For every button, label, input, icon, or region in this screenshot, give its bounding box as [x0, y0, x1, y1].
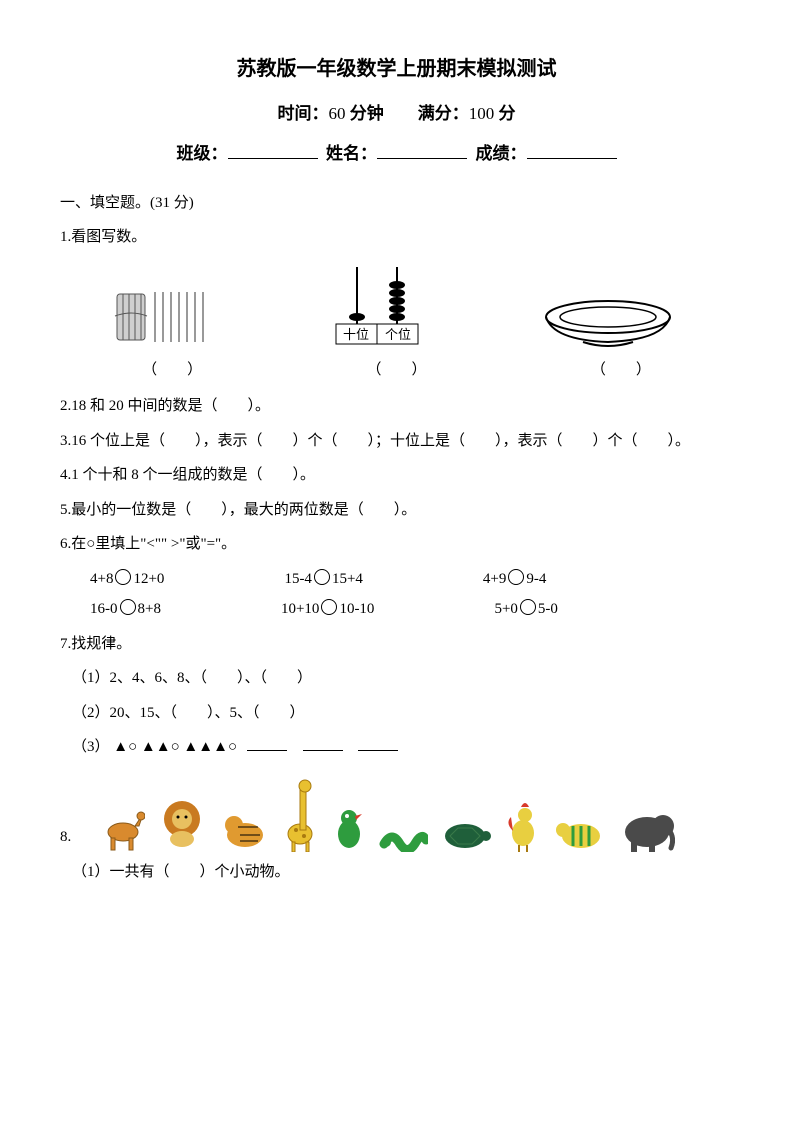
- striped-animal-icon: [553, 810, 605, 852]
- animals-row: [95, 772, 675, 852]
- comp-right: 10-10: [339, 601, 374, 617]
- tiger-icon: [220, 807, 270, 852]
- q6-row-1: 4+8 12+0 15-4 15+4 4+9 9-4: [60, 565, 733, 594]
- q1-images: 十位 个位: [60, 262, 733, 352]
- question-8: 8.: [60, 768, 733, 852]
- time-value: 60: [329, 104, 346, 123]
- paren-blank[interactable]: （ ）: [591, 356, 651, 385]
- exam-title: 苏教版一年级数学上册期末模拟测试: [60, 50, 733, 88]
- elephant-icon: [615, 804, 675, 852]
- class-blank[interactable]: [228, 141, 318, 159]
- name-blank[interactable]: [377, 141, 467, 159]
- sticks-image: [111, 282, 221, 352]
- score-blank[interactable]: [527, 141, 617, 159]
- full-unit: 分: [499, 104, 516, 123]
- exam-subtitle: 时间：60 分钟 满分：100 分: [60, 98, 733, 130]
- comp-left: 15-4: [284, 571, 312, 587]
- time-label: 时间：: [278, 104, 329, 123]
- comp-right: 15+4: [332, 571, 363, 587]
- q1-captions: （ ） （ ） （ ）: [60, 356, 733, 385]
- question-8-1: （1）一共有（ ）个小动物。: [60, 858, 733, 887]
- question-7: 7.找规律。: [60, 630, 733, 659]
- score-label: 成绩：: [476, 144, 527, 163]
- pattern-blank[interactable]: [303, 735, 343, 751]
- comp-left: 4+9: [483, 571, 506, 587]
- paren-blank[interactable]: （ ）: [142, 356, 202, 385]
- comp-item: 5+0 5-0: [494, 595, 557, 624]
- q6-row-2: 16-0 8+8 10+10 10-10 5+0 5-0: [60, 595, 733, 624]
- giraffe-icon: [280, 772, 320, 852]
- comp-right: 5-0: [538, 601, 558, 617]
- abacus-one-label: 个位: [384, 327, 410, 342]
- snake-icon: [378, 812, 428, 852]
- question-2: 2.18 和 20 中间的数是（ ）。: [60, 392, 733, 421]
- comp-left: 5+0: [494, 601, 517, 617]
- question-7-3: （3） ▲○ ▲▲○ ▲▲▲○: [60, 733, 733, 762]
- pattern-shapes: ▲○ ▲▲○ ▲▲▲○: [113, 739, 237, 755]
- paren-blank[interactable]: （ ）: [366, 356, 426, 385]
- full-label: 满分：: [418, 104, 469, 123]
- compare-circle[interactable]: [314, 569, 330, 585]
- compare-circle[interactable]: [120, 599, 136, 615]
- compare-circle[interactable]: [321, 599, 337, 615]
- abacus-ten-label: 十位: [342, 327, 368, 342]
- comp-right: 9-4: [526, 571, 546, 587]
- question-3: 3.16 个位上是（ ），表示（ ）个（ ）；十位上是（ ），表示（ ）个（ ）…: [60, 427, 733, 456]
- q8-number: 8.: [60, 823, 71, 852]
- time-unit: 分钟: [350, 104, 384, 123]
- abacus-image: 十位 个位: [322, 262, 432, 352]
- parrot-icon: [330, 804, 368, 852]
- pattern-blank[interactable]: [247, 735, 287, 751]
- question-7-1: （1）2、4、6、8、（ ）、（ ）: [60, 664, 733, 693]
- comp-left: 10+10: [281, 601, 319, 617]
- comp-item: 4+9 9-4: [483, 565, 546, 594]
- comp-left: 16-0: [90, 601, 118, 617]
- full-value: 100: [469, 104, 495, 123]
- turtle-icon: [438, 814, 493, 852]
- plate-image: [533, 292, 683, 352]
- compare-circle[interactable]: [508, 569, 524, 585]
- exam-page: 苏教版一年级数学上册期末模拟测试 时间：60 分钟 满分：100 分 班级： 姓…: [0, 0, 793, 1122]
- info-line: 班级： 姓名： 成绩：: [60, 138, 733, 170]
- comp-right: 8+8: [138, 601, 161, 617]
- question-6: 6.在○里填上"<"" >"或"="。: [60, 530, 733, 559]
- comp-item: 15-4 15+4: [284, 565, 362, 594]
- compare-circle[interactable]: [520, 599, 536, 615]
- comp-item: 10+10 10-10: [281, 595, 374, 624]
- question-1: 1.看图写数。: [60, 223, 733, 252]
- horse-icon: [95, 802, 145, 852]
- name-label: 姓名：: [326, 144, 377, 163]
- comp-left: 4+8: [90, 571, 113, 587]
- section-1-heading: 一、填空题。(31 分): [60, 189, 733, 218]
- q7-3-prefix: （3）: [72, 739, 110, 755]
- question-7-2: （2）20、15、（ ）、5、（ ）: [60, 699, 733, 728]
- lion-icon: [155, 797, 210, 852]
- comp-right: 12+0: [133, 571, 164, 587]
- pattern-blank[interactable]: [358, 735, 398, 751]
- comp-item: 4+8 12+0: [90, 565, 164, 594]
- question-5: 5.最小的一位数是（ ），最大的两位数是（ ）。: [60, 496, 733, 525]
- comp-item: 16-0 8+8: [90, 595, 161, 624]
- question-4: 4.1 个十和 8 个一组成的数是（ ）。: [60, 461, 733, 490]
- rooster-icon: [503, 797, 543, 852]
- class-label: 班级：: [177, 144, 228, 163]
- compare-circle[interactable]: [115, 569, 131, 585]
